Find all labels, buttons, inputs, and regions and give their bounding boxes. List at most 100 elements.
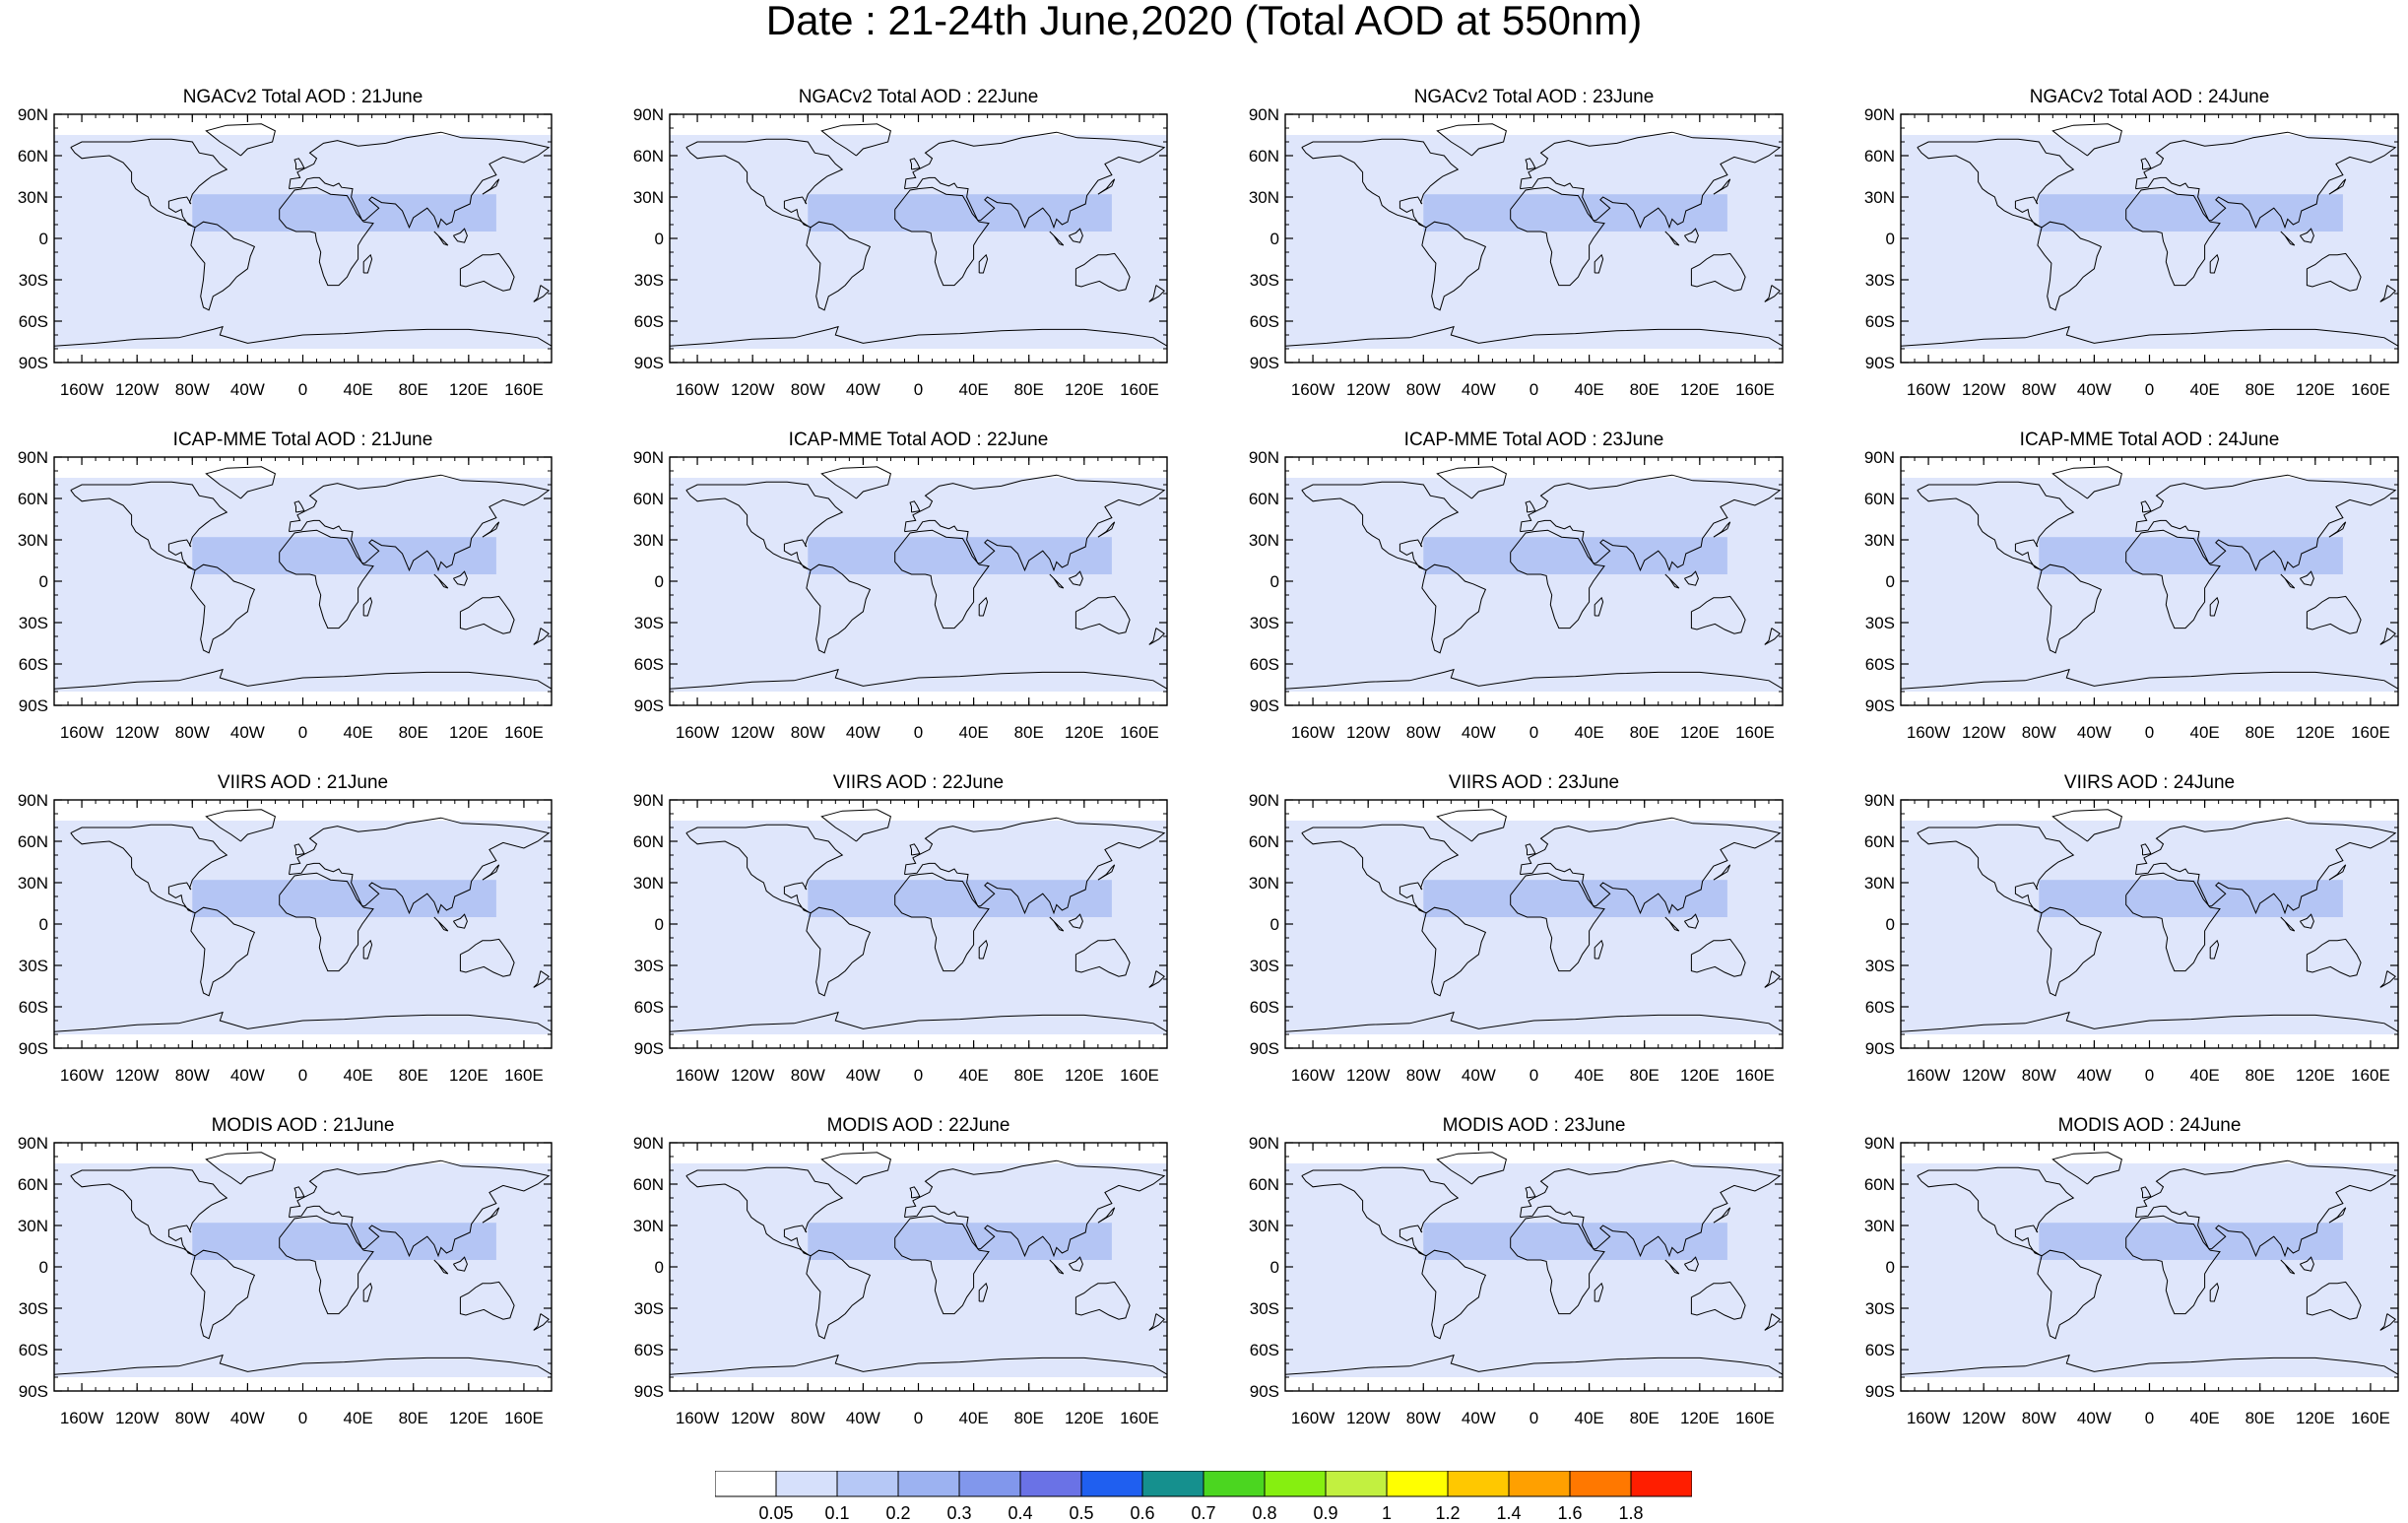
coastline: [53, 1011, 553, 1032]
coastline: [909, 158, 921, 170]
lon-tick-label: 160W: [676, 1066, 719, 1085]
coastline: [433, 573, 449, 589]
panel-title: NGACv2 Total AOD : 22June: [798, 87, 1039, 107]
lon-tick-label: 160W: [676, 723, 719, 742]
coastline: [1074, 595, 1131, 634]
lon-tick-label: 80E: [1630, 1066, 1660, 1085]
lon-tick-label: 160E: [1735, 723, 1775, 742]
map-plot: 90N 60N 30N 0 30S 60S 90S 160W 120W 80W 40W 0 40E 80E…: [1864, 105, 2399, 399]
map-panel: ICAP-MME Total AOD : 21June 90N 60N 30N 0 30S…: [0, 430, 553, 764]
lon-tick-label: 120W: [1962, 1409, 2005, 1427]
map-plot: 90N 60N 30N 0 30S 60S 90S 160W 120W 80W 40W 0 40E 80E…: [633, 448, 1168, 742]
coastline: [2209, 596, 2220, 617]
aod-band: [808, 1223, 1112, 1260]
lon-tick-label: 40E: [343, 1066, 372, 1085]
coastline: [289, 474, 551, 572]
lat-tick-label: 60S: [1250, 655, 1279, 674]
coastline: [1421, 563, 1487, 654]
lon-tick-label: 40W: [1462, 1066, 1496, 1085]
colorbar-label: 1.8: [1618, 1503, 1643, 1523]
lon-tick-label: 80W: [1406, 380, 1441, 399]
lat-tick-label: 60N: [18, 832, 48, 851]
lon-tick-label: 120W: [115, 1409, 159, 1427]
map-plot: 90N 60N 30N 0 30S 60S 90S 160W 120W 80W 40W 0 40E 80E…: [633, 791, 1168, 1085]
coastline: [1148, 285, 1165, 302]
lat-tick-label: 0: [1886, 230, 1895, 248]
lon-tick-label: 120E: [1680, 723, 1720, 742]
lat-tick-label: 30N: [633, 874, 664, 893]
lon-tick-label: 40E: [2189, 1409, 2219, 1427]
coastline: [2140, 843, 2152, 856]
lat-tick-label: 60N: [18, 1175, 48, 1194]
coastline: [685, 481, 844, 571]
lat-tick-label: 30S: [19, 614, 48, 632]
lat-tick-label: 30N: [18, 874, 48, 893]
aod-band: [192, 1223, 496, 1260]
coastline: [205, 466, 276, 499]
lon-tick-label: 160E: [504, 380, 544, 399]
aod-field: [670, 821, 1167, 1034]
coastline: [2209, 939, 2220, 960]
coastline: [459, 595, 515, 634]
coastline: [2306, 595, 2362, 634]
lat-tick-label: 90N: [1864, 1134, 1895, 1153]
coastline: [1713, 1207, 1731, 1224]
coastline: [894, 1215, 990, 1315]
lat-tick-label: 90N: [18, 791, 48, 810]
coastline: [2300, 228, 2314, 243]
coastline: [1520, 131, 1782, 230]
coastline: [1284, 1354, 1784, 1375]
coastline: [669, 325, 1168, 347]
lon-tick-label: 120W: [731, 1409, 774, 1427]
coastline: [1074, 252, 1131, 292]
coastline: [1917, 824, 2075, 914]
aod-band: [808, 537, 1112, 574]
lat-tick-label: 0: [655, 572, 664, 591]
colorbar-label: 0.05: [758, 1503, 793, 1523]
lon-tick-label: 120E: [1680, 1409, 1720, 1427]
coastline: [70, 824, 228, 914]
lat-tick-label: 90N: [18, 1134, 48, 1153]
aod-field: [670, 478, 1167, 692]
map-plot: 90N 60N 30N 0 30S 60S 90S 160W 120W 80W 40W 0 40E 80E…: [18, 105, 553, 399]
panel-title: MODIS AOD : 22June: [826, 1115, 1010, 1136]
lat-tick-label: 30N: [18, 531, 48, 550]
lon-tick-label: 0: [1529, 380, 1538, 399]
lat-tick-label: 0: [655, 1258, 664, 1277]
map-panel: MODIS AOD : 24June 90N 60N 30N 0 30S 60S 90S 160…: [1847, 1115, 2399, 1450]
coastline: [279, 1215, 374, 1315]
lon-tick-label: 40W: [2077, 1066, 2112, 1085]
lat-tick-label: 30N: [1864, 531, 1895, 550]
coastline: [2328, 1207, 2347, 1224]
coastline: [459, 252, 515, 292]
aod-field: [54, 478, 552, 692]
map-panel: VIIRS AOD : 24June 90N 60N 30N 0 30S 60S 90S 160…: [1847, 772, 2399, 1107]
lon-tick-label: 0: [1529, 1066, 1538, 1085]
lat-tick-label: 90S: [19, 696, 48, 715]
coastline: [482, 864, 500, 881]
map-plot: 90N 60N 30N 0 30S 60S 90S 160W 120W 80W 40W 0 40E 80E…: [633, 105, 1168, 399]
lon-tick-label: 0: [2145, 380, 2154, 399]
lon-tick-label: 80E: [1630, 380, 1660, 399]
coastline: [1436, 1152, 1507, 1185]
map-plot: 90N 60N 30N 0 30S 60S 90S 160W 120W 80W 40W 0 40E 80E…: [1249, 448, 1784, 742]
lon-tick-label: 40W: [230, 380, 265, 399]
coastline: [293, 843, 305, 856]
coastline: [2306, 1281, 2362, 1320]
panel-title: ICAP-MME Total AOD : 24June: [2019, 430, 2280, 450]
coastline: [2280, 1259, 2296, 1275]
coastline: [453, 1256, 468, 1272]
coastline: [1684, 570, 1699, 586]
coastline: [1594, 596, 1604, 617]
lon-tick-label: 0: [2145, 1066, 2154, 1085]
aod-band: [2039, 880, 2343, 917]
coastline: [1069, 1256, 1083, 1272]
colorbar-swatch: [897, 1471, 960, 1497]
lat-tick-label: 60S: [1250, 1341, 1279, 1359]
panel-title: ICAP-MME Total AOD : 21June: [172, 430, 433, 450]
coastline: [2140, 158, 2152, 170]
coastline: [482, 1207, 500, 1224]
lon-tick-label: 120E: [2296, 723, 2335, 742]
coastline: [70, 481, 228, 571]
lat-tick-label: 30S: [634, 614, 664, 632]
